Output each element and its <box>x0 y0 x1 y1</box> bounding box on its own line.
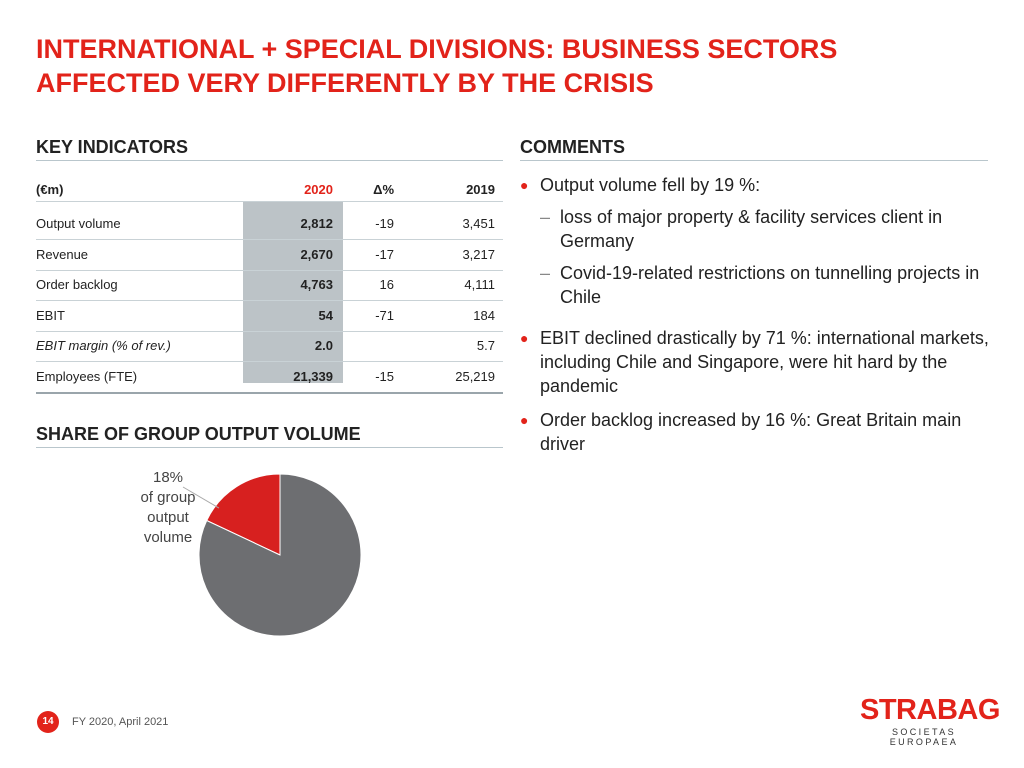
section-heading: SHARE OF GROUP OUTPUT VOLUME <box>36 424 361 444</box>
row-separator <box>36 269 503 271</box>
heading-rule <box>36 447 503 448</box>
sub-bullet: Covid-19-related restrictions on tunnell… <box>540 261 1005 309</box>
row-separator <box>36 391 503 394</box>
table-cell: 25,219 <box>455 368 495 384</box>
logo: STRABAG <box>860 694 1000 726</box>
column-header: 2019 <box>466 182 495 197</box>
value-label: 18% <box>152 469 184 486</box>
table-cell: 2,670 <box>300 246 333 262</box>
bullet-item: Order backlog increased by 16 %: Great B… <box>520 408 1005 456</box>
table-cell: 5.7 <box>476 338 495 353</box>
column-header: 2020 <box>304 182 333 197</box>
row-label: Output volume <box>36 216 121 231</box>
row-label: Order backlog <box>36 277 118 292</box>
leader-line <box>182 486 220 509</box>
annotation: of group output volume <box>140 489 196 546</box>
row-separator <box>36 239 503 240</box>
section-heading: KEY INDICATORS <box>36 137 189 157</box>
table-cell: 3,451 <box>462 216 495 231</box>
row-label: EBIT margin (% of rev.) <box>36 338 171 353</box>
table-cell: -17 <box>375 246 394 262</box>
table-cell: 2,812 <box>300 216 333 231</box>
bullet-text: EBIT declined drastically by 71 %: inter… <box>540 328 989 396</box>
table-cell: 4,111 <box>464 277 495 292</box>
pie-label: 18% of group output volume <box>125 468 211 548</box>
column-header: Δ% <box>373 182 394 197</box>
row-separator <box>36 300 503 301</box>
table-cell: 3,217 <box>462 246 495 262</box>
row-separator <box>36 361 503 362</box>
row-label: EBIT <box>36 307 65 323</box>
pie-slice <box>198 473 362 637</box>
slide-title: INTERNATIONAL + SPECIAL DIVISIONS: BUSIN… <box>36 34 838 98</box>
pie-slice <box>206 473 281 556</box>
highlight-column <box>243 201 343 383</box>
table-cell: 54 <box>318 307 333 323</box>
heading-rule <box>36 160 503 161</box>
table-cell: 184 <box>473 307 495 323</box>
page-number: 14 <box>37 711 59 733</box>
indicators-table: (€m) 2020 Δ% 2019 Output volume 2,812 -19 3,451… <box>36 182 503 394</box>
table-cell: 4,763 <box>300 277 333 292</box>
table-cell: 21,339 <box>293 368 333 384</box>
pie-chart <box>182 473 362 637</box>
bullet-item: Output volume fell by 19 %: loss of major… <box>520 173 1005 309</box>
bullet-text: Order backlog increased by 16 %: Great B… <box>540 410 962 454</box>
logo-subtitle: SOCIETAS EUROPAEA <box>889 727 959 747</box>
table-cell: -15 <box>375 368 394 384</box>
table-cell: 2.0 <box>314 338 333 353</box>
row-separator <box>36 201 503 202</box>
sub-bullet: loss of major property & facility servic… <box>540 205 1005 253</box>
heading-rule <box>520 160 988 161</box>
row-separator <box>36 330 503 332</box>
bullet-text: Output volume fell by 19 %: <box>540 175 761 195</box>
table-cell: -71 <box>375 307 394 323</box>
row-label: Employees (FTE) <box>36 368 138 384</box>
row-label: Revenue <box>36 246 89 262</box>
section-heading: COMMENTS <box>520 137 625 157</box>
bullet-item: EBIT declined drastically by 71 %: inter… <box>520 326 1005 398</box>
table-cell: 16 <box>379 277 394 292</box>
footer-date: FY 2020, April 2021 <box>72 716 169 728</box>
column-header: (€m) <box>36 182 64 197</box>
table-cell: -19 <box>375 216 394 231</box>
